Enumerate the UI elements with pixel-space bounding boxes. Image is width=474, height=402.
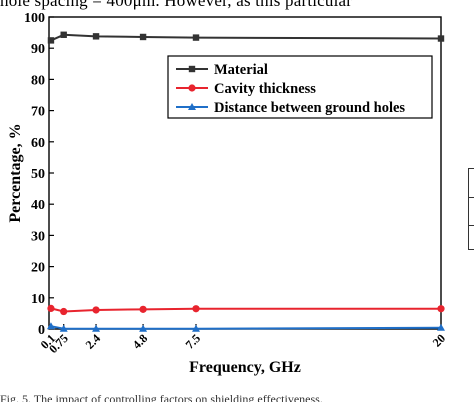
y-tick-label: 100 <box>24 11 45 26</box>
series-line-circle <box>50 307 441 313</box>
data-point-square <box>192 34 200 41</box>
y-tick-label: 30 <box>31 229 45 244</box>
legend-label: Distance between ground holes <box>214 100 405 116</box>
legend-label: Cavity thickness <box>214 81 316 97</box>
data-point-square <box>47 37 55 44</box>
data-point-circle <box>47 304 55 313</box>
data-point-circle <box>437 305 445 313</box>
data-point-circle <box>192 305 200 313</box>
y-tick-label: 80 <box>31 73 45 88</box>
y-tick-label: 50 <box>31 167 45 182</box>
y-tick-label: 70 <box>31 105 45 120</box>
data-point-square <box>60 31 67 38</box>
data-point-square <box>92 33 100 40</box>
x-tick-label: 7.5 <box>183 331 204 352</box>
x-tick-label: 4.8 <box>130 331 151 352</box>
x-tick-label: 20 <box>430 331 448 349</box>
y-tick-label: 10 <box>31 292 45 307</box>
series-line-triangle <box>50 325 442 330</box>
legend-marker-circle <box>188 84 196 92</box>
data-point-triangle <box>437 323 445 331</box>
x-tick-label: 2.4 <box>83 331 104 352</box>
data-point-square <box>139 33 147 41</box>
body-text-line: hole spacing = 400μm. However, as this p… <box>0 0 353 10</box>
legend-label: Material <box>214 62 268 78</box>
data-point-circle <box>139 305 147 313</box>
data-point-triangle <box>59 324 68 332</box>
y-tick-label: 20 <box>31 261 45 276</box>
series-line-square <box>50 33 442 42</box>
figure-caption: Fig. 5. The impact of controlling factor… <box>0 392 323 402</box>
y-tick-label: 40 <box>31 198 45 213</box>
y-tick-label: 60 <box>31 136 45 151</box>
legend-box <box>167 55 433 119</box>
y-tick-label: 0 <box>38 323 45 338</box>
data-point-triangle <box>192 324 200 332</box>
data-point-triangle <box>46 322 55 330</box>
data-point-triangle <box>139 324 148 332</box>
data-point-circle <box>92 306 100 314</box>
x-axis-title: Frequency, GHz <box>189 359 301 376</box>
legend-marker-triangle <box>188 103 196 110</box>
y-axis-title: Percentage, % <box>7 123 24 222</box>
legend-marker-square <box>188 65 196 73</box>
data-point-circle <box>60 307 68 316</box>
data-point-triangle <box>92 324 101 332</box>
cropped-table-edge <box>468 168 474 250</box>
data-point-square <box>437 35 445 42</box>
y-tick-label: 90 <box>31 42 45 57</box>
